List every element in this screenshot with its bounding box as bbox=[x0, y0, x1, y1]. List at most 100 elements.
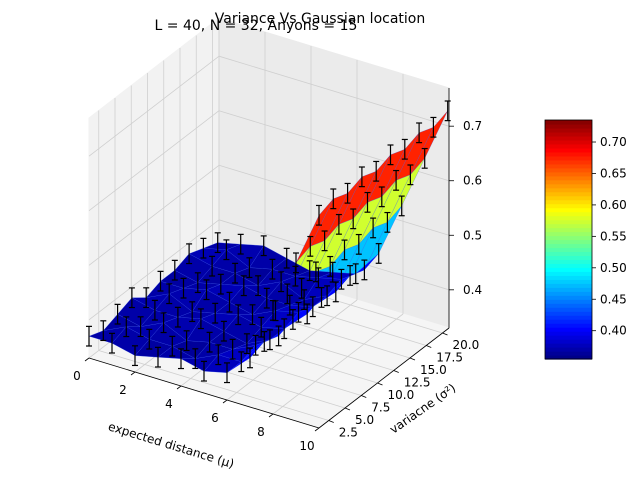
surface-plot bbox=[88, 110, 448, 373]
colorbar-segment bbox=[545, 135, 592, 141]
colorbar-segment bbox=[545, 291, 592, 296]
colorbar-segment bbox=[545, 163, 592, 169]
x-tick-label: 4 bbox=[165, 397, 173, 411]
x-tick bbox=[84, 357, 90, 362]
colorbar-segment bbox=[545, 251, 592, 257]
colorbar-segment bbox=[545, 127, 592, 133]
colorbar-segment bbox=[545, 331, 592, 336]
colorbar-segment bbox=[545, 195, 592, 201]
colorbar-segment bbox=[545, 155, 592, 161]
colorbar-segment bbox=[545, 175, 592, 181]
y-tick-label: 5.0 bbox=[355, 413, 374, 427]
colorbar-segment bbox=[545, 335, 592, 340]
colorbar-segment bbox=[545, 259, 592, 264]
colorbar-segment bbox=[545, 179, 592, 185]
colorbar-segment bbox=[545, 151, 592, 157]
colorbar-segment bbox=[545, 275, 592, 280]
colorbar-frame bbox=[544, 119, 593, 360]
colorbar-segment bbox=[545, 271, 592, 276]
y-tick bbox=[377, 382, 383, 386]
y-tick bbox=[426, 345, 432, 348]
y-tick-label: 12.5 bbox=[404, 376, 431, 390]
colorbar-segment bbox=[545, 199, 592, 205]
grid-line bbox=[88, 219, 220, 321]
grid-line bbox=[88, 55, 220, 157]
y-tick bbox=[328, 420, 334, 423]
y-tick bbox=[442, 332, 448, 336]
colorbar-tick-label: 0.70 bbox=[600, 135, 627, 149]
axes-panes bbox=[87, 16, 451, 429]
colorbar-segment bbox=[545, 267, 592, 272]
z-tick-label: 0.6 bbox=[463, 174, 482, 188]
x-tick-label: 6 bbox=[211, 411, 219, 425]
colorbar-segment bbox=[545, 283, 592, 288]
colorbar-tick-label: 0.45 bbox=[600, 292, 627, 306]
colorbar-segment bbox=[545, 143, 592, 149]
colorbar-segment bbox=[545, 355, 592, 360]
colorbar-tick-label: 0.60 bbox=[600, 198, 627, 212]
error-bars bbox=[86, 100, 451, 384]
colorbar-segment bbox=[545, 167, 592, 173]
axis-lines bbox=[84, 88, 454, 432]
colorbar-segment bbox=[545, 207, 592, 213]
colorbar-segment bbox=[545, 231, 592, 237]
colorbar-segment bbox=[545, 343, 592, 348]
colorbar-segment bbox=[545, 215, 592, 221]
colorbar-segment bbox=[545, 351, 592, 356]
grid-line bbox=[272, 313, 404, 415]
y-tick bbox=[344, 407, 351, 411]
colorbar-segment bbox=[545, 239, 592, 245]
colorbar-segment bbox=[545, 255, 592, 261]
y-tick-label: 10.0 bbox=[388, 388, 415, 402]
y-tick bbox=[409, 357, 416, 361]
colorbar-segment bbox=[545, 183, 592, 189]
tick-labels: 0 2 4 6 8 10 2.55.07.510.012.515.017.520.0 0.4 0… bbox=[73, 119, 482, 453]
grid-line bbox=[226, 299, 358, 401]
colorbar-segment bbox=[545, 243, 592, 249]
chart-subtitle: L = 40, N = 32, Anyons = 15 bbox=[155, 18, 358, 34]
y-tick-label: 7.5 bbox=[371, 401, 390, 415]
colorbar-segment bbox=[545, 120, 592, 125]
colorbar-segment bbox=[545, 227, 592, 233]
x-tick bbox=[222, 399, 228, 404]
colorbar-segment bbox=[545, 159, 592, 165]
colorbar-segment bbox=[545, 339, 592, 344]
colorbar-segment bbox=[545, 311, 592, 316]
x-tick-label: 2 bbox=[119, 383, 127, 397]
chart-title: Variance Vs Gaussian location bbox=[215, 11, 425, 27]
y-tick-label: 2.5 bbox=[339, 426, 358, 440]
y-tick bbox=[361, 395, 367, 398]
x-tick-label: 8 bbox=[257, 425, 265, 439]
y-axis-line bbox=[318, 327, 450, 429]
colorbar-segment bbox=[545, 347, 592, 352]
x-tick bbox=[314, 427, 320, 432]
x-tick-label: 10 bbox=[299, 439, 314, 453]
colorbar-segment bbox=[545, 263, 592, 268]
colorbar-segment bbox=[545, 287, 592, 292]
y-tick-label: 15.0 bbox=[420, 363, 447, 377]
y-tick-label: 20.0 bbox=[453, 338, 480, 352]
grid-line bbox=[88, 164, 220, 266]
colorbar-segment bbox=[545, 187, 592, 193]
colorbar-tick-label: 0.55 bbox=[600, 229, 627, 243]
colorbar-segment bbox=[545, 319, 592, 324]
colorbar-tick-label: 0.50 bbox=[600, 261, 627, 275]
z-tick-label: 0.7 bbox=[463, 119, 482, 133]
x-tick bbox=[268, 413, 274, 418]
colorbar-segment bbox=[545, 223, 592, 229]
colorbar-segment bbox=[545, 279, 592, 284]
colorbar-segment bbox=[545, 171, 592, 177]
grid-line bbox=[218, 55, 450, 127]
colorbar-segment bbox=[545, 327, 592, 332]
x-axis-label: expected distance (μ) bbox=[106, 419, 235, 471]
colorbar-segment bbox=[545, 307, 592, 312]
colorbar-segment bbox=[545, 299, 592, 304]
colorbar-segment bbox=[545, 315, 592, 320]
colorbar-segment bbox=[545, 139, 592, 145]
colorbar-segment bbox=[545, 123, 592, 129]
colorbar-segment bbox=[545, 131, 592, 137]
y-tick-label: 17.5 bbox=[436, 351, 463, 365]
y-tick bbox=[393, 370, 399, 373]
x-axis-line bbox=[88, 357, 320, 429]
